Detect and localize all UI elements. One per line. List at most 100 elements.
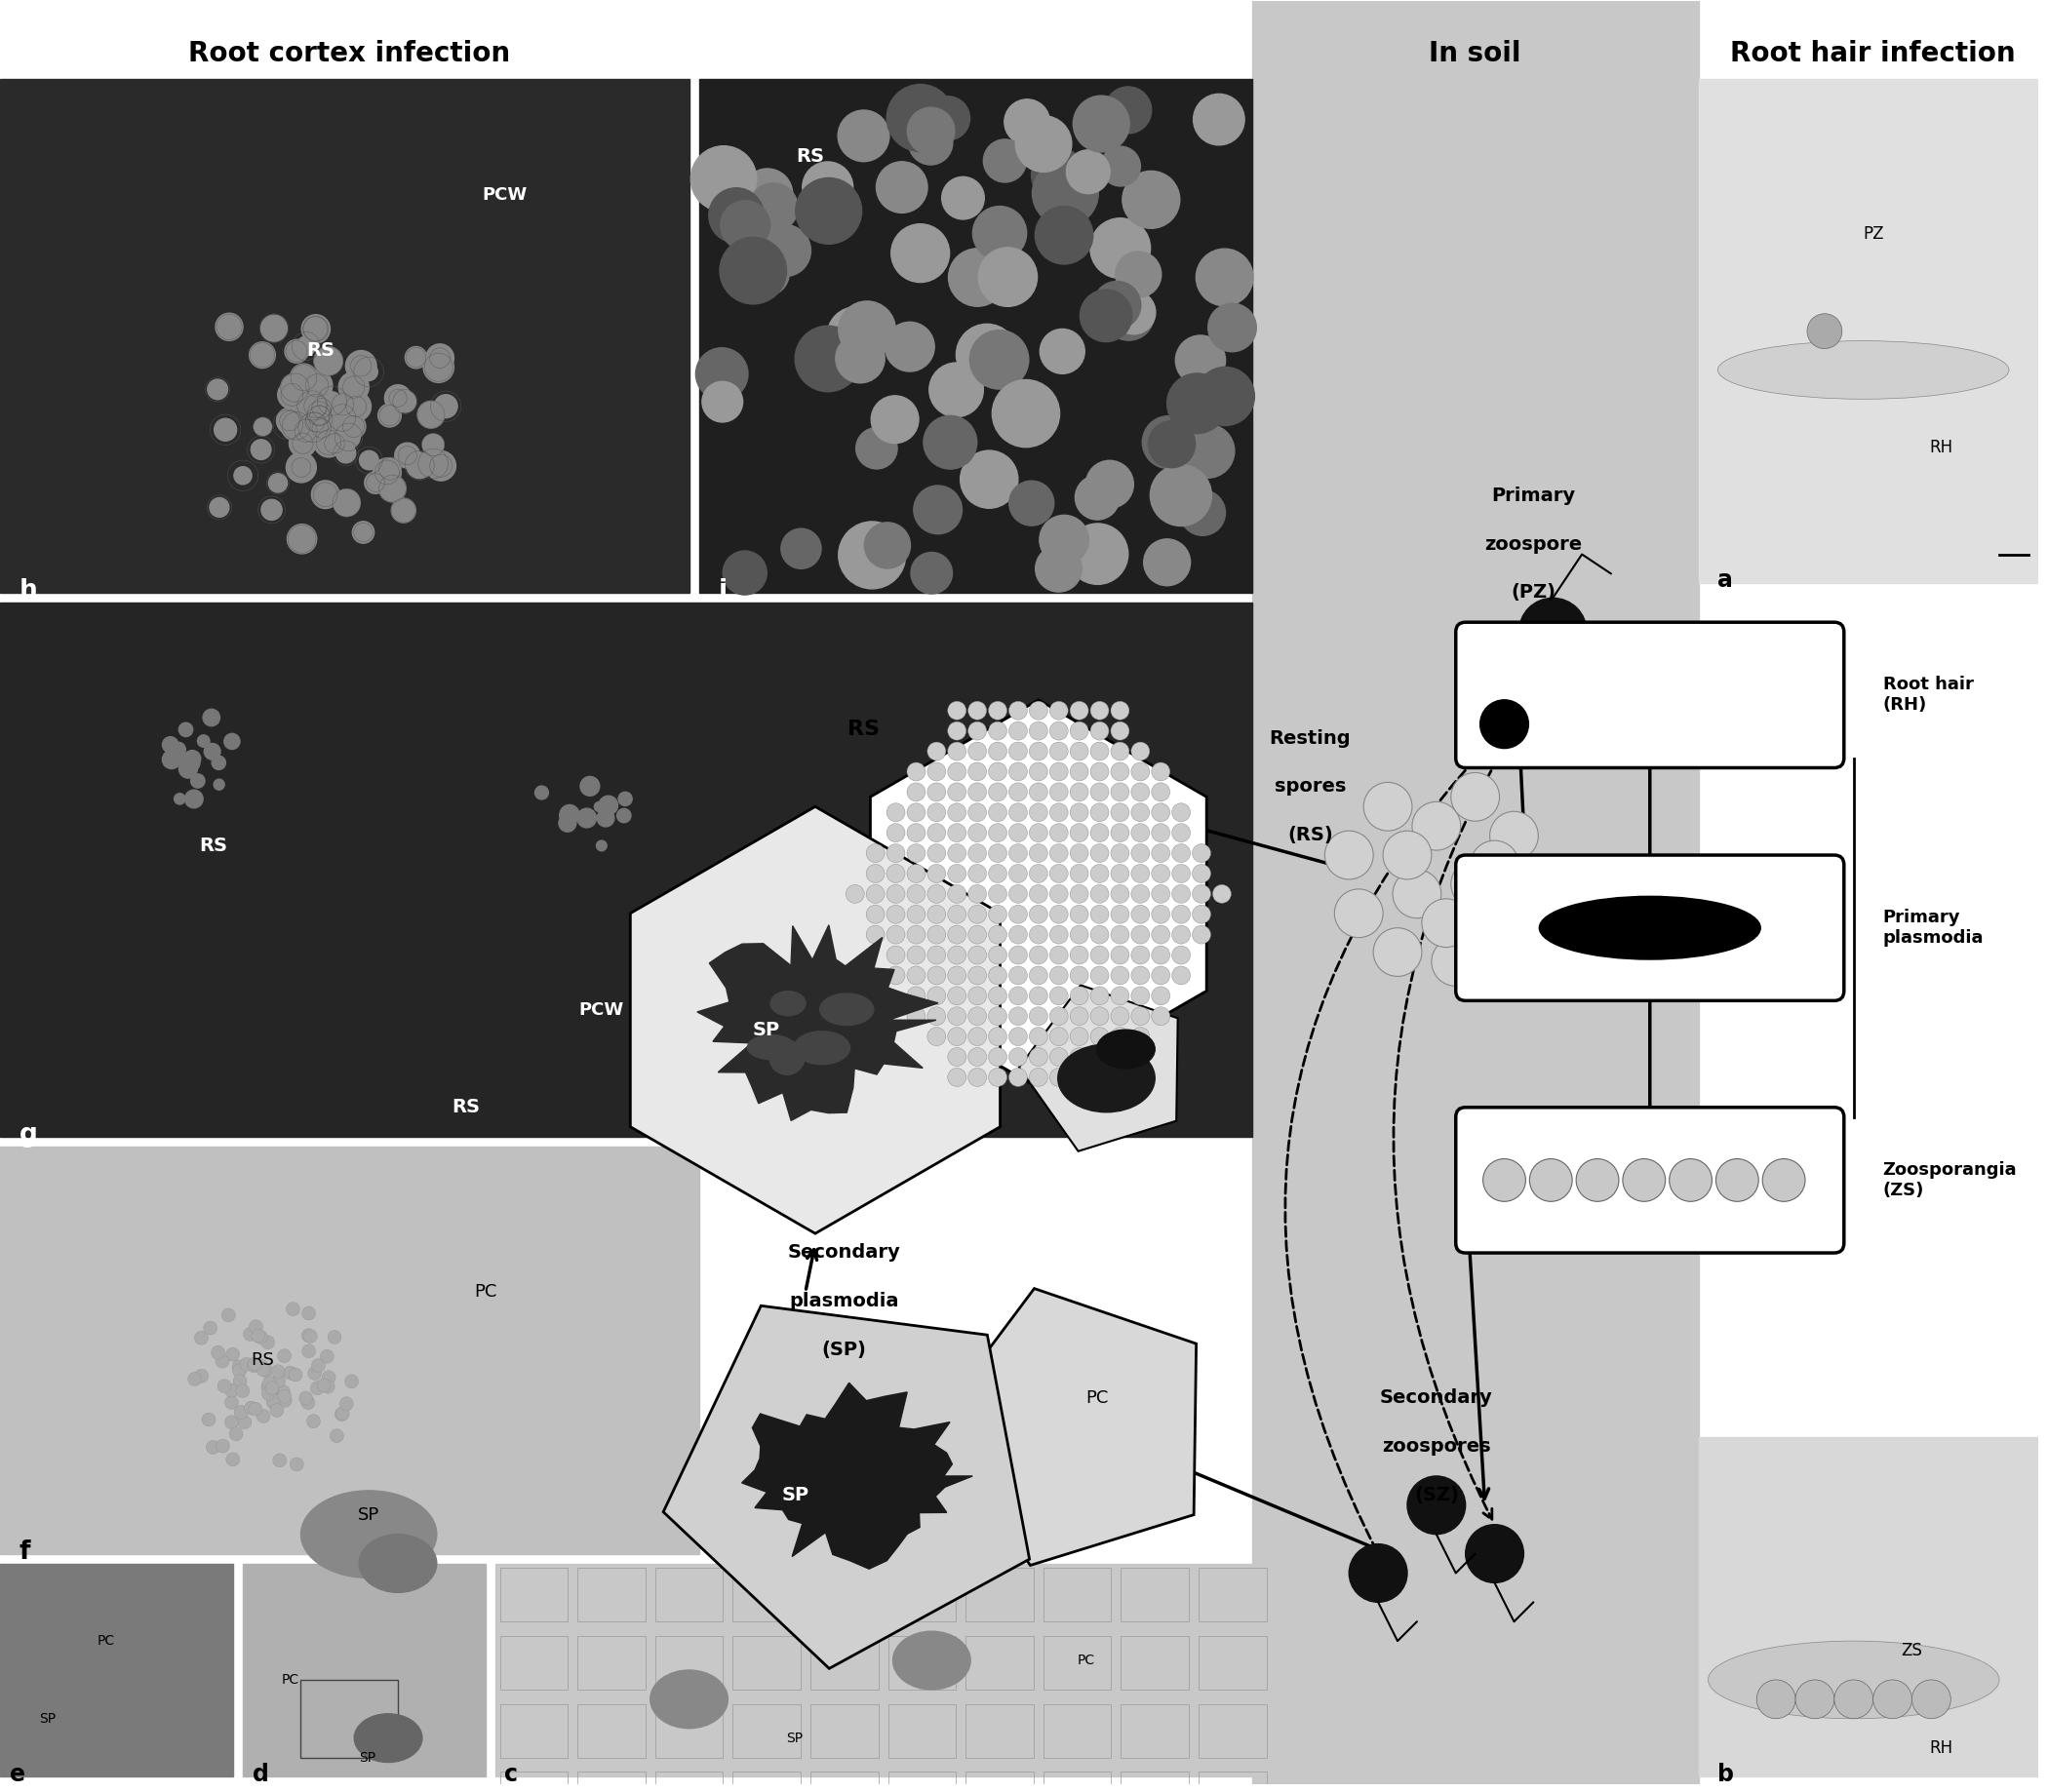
Circle shape	[360, 362, 377, 380]
Bar	[1251, 2, 1698, 1785]
Circle shape	[1040, 514, 1090, 564]
Ellipse shape	[358, 1534, 436, 1593]
Circle shape	[969, 1048, 987, 1066]
Circle shape	[1085, 461, 1133, 509]
Circle shape	[1130, 885, 1149, 903]
Circle shape	[1393, 869, 1442, 918]
Circle shape	[1151, 946, 1169, 964]
Circle shape	[215, 419, 238, 441]
Circle shape	[1090, 803, 1108, 821]
Circle shape	[1069, 987, 1087, 1005]
Circle shape	[281, 410, 311, 441]
Circle shape	[1030, 803, 1049, 821]
Circle shape	[928, 905, 946, 923]
Polygon shape	[696, 925, 938, 1120]
Circle shape	[1090, 905, 1108, 923]
Circle shape	[928, 987, 946, 1005]
Circle shape	[911, 552, 952, 593]
Circle shape	[262, 1382, 276, 1394]
Circle shape	[1010, 864, 1028, 883]
Circle shape	[989, 864, 1008, 883]
Circle shape	[991, 380, 1059, 448]
Circle shape	[907, 783, 926, 801]
Bar	[1698, 79, 2038, 584]
Circle shape	[225, 1453, 240, 1466]
Circle shape	[1716, 1159, 1759, 1201]
Circle shape	[1110, 1027, 1128, 1047]
Circle shape	[1130, 946, 1149, 964]
Bar	[242, 1563, 485, 1778]
Circle shape	[1004, 99, 1051, 145]
Circle shape	[1151, 966, 1169, 984]
Circle shape	[379, 475, 406, 502]
Circle shape	[1432, 937, 1481, 986]
Circle shape	[211, 756, 225, 771]
Circle shape	[948, 864, 967, 883]
Circle shape	[750, 183, 799, 231]
Circle shape	[956, 324, 1018, 385]
Circle shape	[379, 457, 401, 480]
Circle shape	[891, 224, 950, 283]
Circle shape	[330, 1428, 344, 1443]
Circle shape	[1466, 1525, 1524, 1582]
Bar	[578, 1772, 645, 1792]
Circle shape	[795, 326, 860, 392]
Circle shape	[221, 1308, 236, 1322]
Circle shape	[279, 416, 297, 434]
Circle shape	[1030, 1068, 1049, 1086]
Circle shape	[391, 498, 416, 523]
Circle shape	[178, 760, 197, 778]
Circle shape	[1104, 86, 1151, 134]
Bar	[1042, 1704, 1112, 1758]
Circle shape	[1069, 1027, 1087, 1047]
Ellipse shape	[301, 1491, 436, 1579]
Bar	[967, 1636, 1034, 1690]
Circle shape	[989, 701, 1008, 720]
Circle shape	[178, 722, 193, 737]
Text: SP: SP	[358, 1505, 379, 1523]
Circle shape	[942, 177, 985, 219]
Circle shape	[328, 1330, 342, 1344]
Text: b: b	[1718, 1762, 1735, 1785]
Circle shape	[1030, 722, 1049, 740]
Circle shape	[1151, 783, 1169, 801]
Circle shape	[262, 1387, 274, 1401]
Circle shape	[1130, 905, 1149, 923]
Circle shape	[276, 409, 303, 434]
Circle shape	[866, 925, 885, 944]
Circle shape	[690, 145, 756, 211]
Circle shape	[262, 1380, 274, 1394]
Circle shape	[420, 452, 446, 477]
Circle shape	[1481, 701, 1528, 749]
Circle shape	[559, 814, 575, 831]
Circle shape	[307, 401, 332, 426]
Circle shape	[803, 161, 852, 211]
Circle shape	[207, 1441, 219, 1453]
Circle shape	[989, 844, 1008, 862]
Circle shape	[928, 946, 946, 964]
Circle shape	[285, 340, 307, 364]
Circle shape	[1481, 918, 1528, 966]
Bar	[889, 1772, 956, 1792]
Circle shape	[287, 452, 315, 482]
Circle shape	[1143, 416, 1194, 468]
Text: d: d	[252, 1762, 268, 1785]
Circle shape	[578, 808, 596, 828]
Circle shape	[1032, 159, 1098, 226]
Circle shape	[266, 1394, 281, 1407]
Circle shape	[195, 1331, 209, 1344]
Circle shape	[989, 987, 1008, 1005]
Circle shape	[723, 550, 766, 595]
Bar	[1120, 1568, 1190, 1622]
Circle shape	[297, 337, 315, 357]
Circle shape	[1577, 1159, 1618, 1201]
Circle shape	[1171, 885, 1190, 903]
Circle shape	[1913, 1679, 1952, 1719]
Circle shape	[1051, 803, 1069, 821]
Circle shape	[346, 351, 377, 382]
Circle shape	[1090, 946, 1108, 964]
Text: Primary
plasmodia: Primary plasmodia	[1882, 909, 1985, 946]
Bar	[733, 1704, 801, 1758]
Circle shape	[225, 1383, 238, 1398]
Circle shape	[250, 342, 274, 367]
